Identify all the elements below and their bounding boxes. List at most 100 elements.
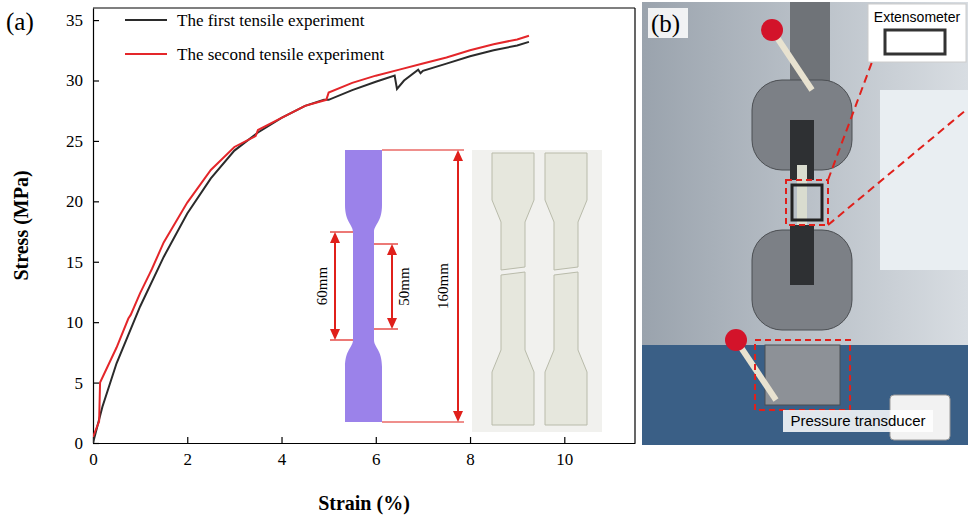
- callout-box: [868, 4, 966, 62]
- handle-knob: [725, 329, 747, 351]
- extension-line: [330, 231, 353, 232]
- x-tick-mark: [470, 437, 471, 443]
- y-tick-label: 5: [75, 374, 84, 393]
- x-tick-mark: [187, 437, 188, 443]
- x-tick: 4: [278, 437, 287, 469]
- zoom-line: [828, 62, 872, 180]
- y-tick-mark: [93, 443, 99, 444]
- y-tick: 15: [66, 253, 99, 272]
- label-patch: [648, 8, 688, 38]
- arrow-head: [330, 329, 340, 340]
- y-tick: 35: [66, 11, 99, 30]
- extension-line: [382, 149, 464, 150]
- frame-top: [93, 7, 635, 8]
- arrow-head: [453, 411, 463, 422]
- extension-line: [374, 243, 398, 244]
- span-label: 50mm: [396, 267, 412, 306]
- legend-label: The second tensile experiment: [177, 45, 385, 64]
- x-tick-mark: [564, 437, 565, 443]
- x-tick: 10: [556, 437, 573, 469]
- y-tick-label: 10: [66, 313, 83, 332]
- lower-jaw: [790, 225, 814, 285]
- legend-swatch: [125, 19, 167, 21]
- dimension-line: [457, 158, 459, 414]
- zoom-line: [828, 110, 966, 225]
- y-tick-label: 15: [66, 253, 83, 272]
- window: [880, 90, 968, 270]
- gauge-label: 60mm: [314, 267, 330, 306]
- specimen-piece: [545, 272, 587, 425]
- x-tick-label: 2: [184, 450, 193, 469]
- y-tick-mark: [93, 141, 99, 142]
- y-tick-mark: [93, 262, 99, 263]
- x-axis-title: Strain (%): [318, 492, 410, 515]
- highlight-box: [755, 340, 850, 410]
- extension-line: [330, 339, 353, 340]
- legend-label: The first tensile experiment: [177, 11, 365, 30]
- x-tick: 2: [184, 437, 193, 469]
- arrow-head: [330, 232, 340, 243]
- total-label: 160mm: [435, 263, 451, 309]
- y-tick-mark: [93, 80, 99, 81]
- label-patch: [783, 410, 933, 432]
- specimen-piece: [492, 153, 534, 270]
- specimen-piece: [545, 153, 587, 270]
- y-tick-label: 35: [66, 11, 83, 30]
- y-tick: 10: [66, 313, 99, 332]
- frame-right: [634, 8, 635, 443]
- y-tick-mark: [93, 382, 99, 383]
- gauge-arrow: [330, 232, 340, 340]
- extension-line: [382, 421, 464, 422]
- dimension-line: [391, 252, 393, 321]
- specimen-piece: [492, 272, 534, 425]
- y-tick-label: 0: [75, 434, 84, 453]
- arrow-head: [453, 150, 463, 161]
- highlight-box: [786, 180, 828, 225]
- series-line: [93, 36, 529, 437]
- x-tick: 8: [466, 437, 475, 469]
- specimen-shape: [345, 150, 382, 422]
- y-tick: 25: [66, 132, 99, 151]
- x-tick-mark: [376, 437, 377, 443]
- callout-label: Pressure transducer: [790, 412, 925, 429]
- y-tick: 30: [66, 71, 99, 90]
- x-tick-label: 10: [556, 450, 573, 469]
- total-arrow: [453, 150, 463, 422]
- machine-base: [642, 345, 968, 445]
- y-tick-mark: [93, 20, 99, 21]
- extensometer-icon: [885, 30, 945, 54]
- panel-label: (b): [651, 10, 680, 38]
- series-line: [93, 42, 529, 443]
- x-tick-mark: [281, 437, 282, 443]
- y-axis-title: Stress (MPa): [10, 170, 33, 280]
- legend: The first tensile experiment The second t…: [125, 11, 385, 64]
- y-axis-line: [93, 9, 94, 444]
- extension-line: [374, 328, 398, 329]
- plot-area: [93, 36, 529, 443]
- x-tick-label: 6: [372, 450, 381, 469]
- y-tick-label: 25: [66, 132, 83, 151]
- arrow-head: [387, 318, 397, 329]
- photo-background: [642, 2, 968, 445]
- x-axis-line: [94, 443, 636, 444]
- x-tick-label: 4: [278, 450, 287, 469]
- y-tick-label: 30: [66, 71, 83, 90]
- handle-knob: [761, 19, 783, 41]
- extensometer: [792, 185, 822, 220]
- dimension-line: [334, 240, 336, 332]
- y-tick: 20: [66, 192, 99, 211]
- y-tick-label: 20: [66, 192, 83, 211]
- y-axis: 0 5 10 15 20 25 30 35: [66, 9, 99, 453]
- x-tick-label: 8: [466, 450, 475, 469]
- inset-photo: [472, 150, 602, 432]
- x-tick: 6: [372, 437, 381, 469]
- y-tick-mark: [93, 201, 99, 202]
- y-tick: 5: [75, 374, 100, 393]
- figure: 0 2 4 6 8 10 0 5 10 15 20 25 30 35 Strain (%) Stress (M…: [0, 0, 973, 525]
- x-tick-label: 0: [89, 450, 98, 469]
- panel-label: (a): [6, 8, 34, 36]
- y-tick-mark: [93, 322, 99, 323]
- callout-label: Extensometer: [874, 9, 961, 25]
- x-axis: 0 2 4 6 8 10: [89, 437, 635, 469]
- legend-swatch: [125, 53, 167, 55]
